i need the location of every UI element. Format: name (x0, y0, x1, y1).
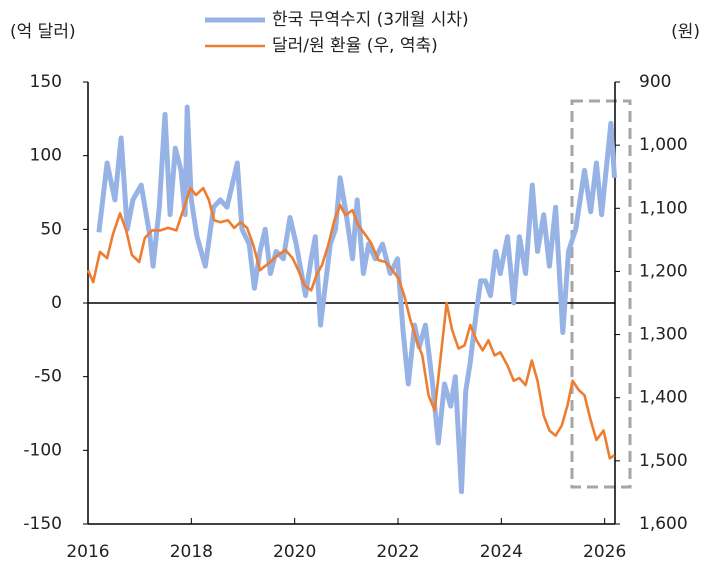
x-tick-label: 2020 (273, 542, 316, 562)
y-tick-label: 100 (30, 146, 62, 166)
y-tick-label: 150 (30, 72, 62, 92)
y2-tick-label: 1,500 (639, 451, 688, 471)
y-tick-label: -50 (34, 367, 62, 387)
legend-label: 달러/원 환율 (우, 역축) (272, 36, 438, 56)
y2-tick-label: 1,200 (639, 261, 688, 281)
y-tick-label: 0 (51, 293, 62, 313)
series-line (96, 104, 617, 495)
y2-tick-label: 1,100 (639, 198, 688, 218)
y2-tick-label: 1,000 (639, 135, 688, 155)
y2-tick-label: 1,300 (639, 325, 688, 345)
x-tick-label: 2022 (376, 542, 419, 562)
y2-tick-label: 1,600 (639, 514, 688, 534)
series-line (86, 186, 616, 460)
y2-tick-label: 1,400 (639, 388, 688, 408)
y2-axis-label: (원) (671, 22, 700, 42)
x-tick-label: 2016 (66, 542, 109, 562)
y2-tick-label: 900 (639, 72, 671, 92)
y-tick-label: -100 (23, 440, 62, 460)
x-tick-label: 2018 (170, 542, 213, 562)
x-tick-label: 2026 (583, 542, 626, 562)
legend-label: 한국 무역수지 (3개월 시차) (272, 10, 469, 30)
highlight-box (570, 99, 632, 489)
x-tick-label: 2024 (480, 542, 523, 562)
y-tick-label: 50 (40, 219, 62, 239)
y-tick-label: -150 (23, 514, 62, 534)
y-axis-label: (억 달러) (10, 22, 76, 42)
